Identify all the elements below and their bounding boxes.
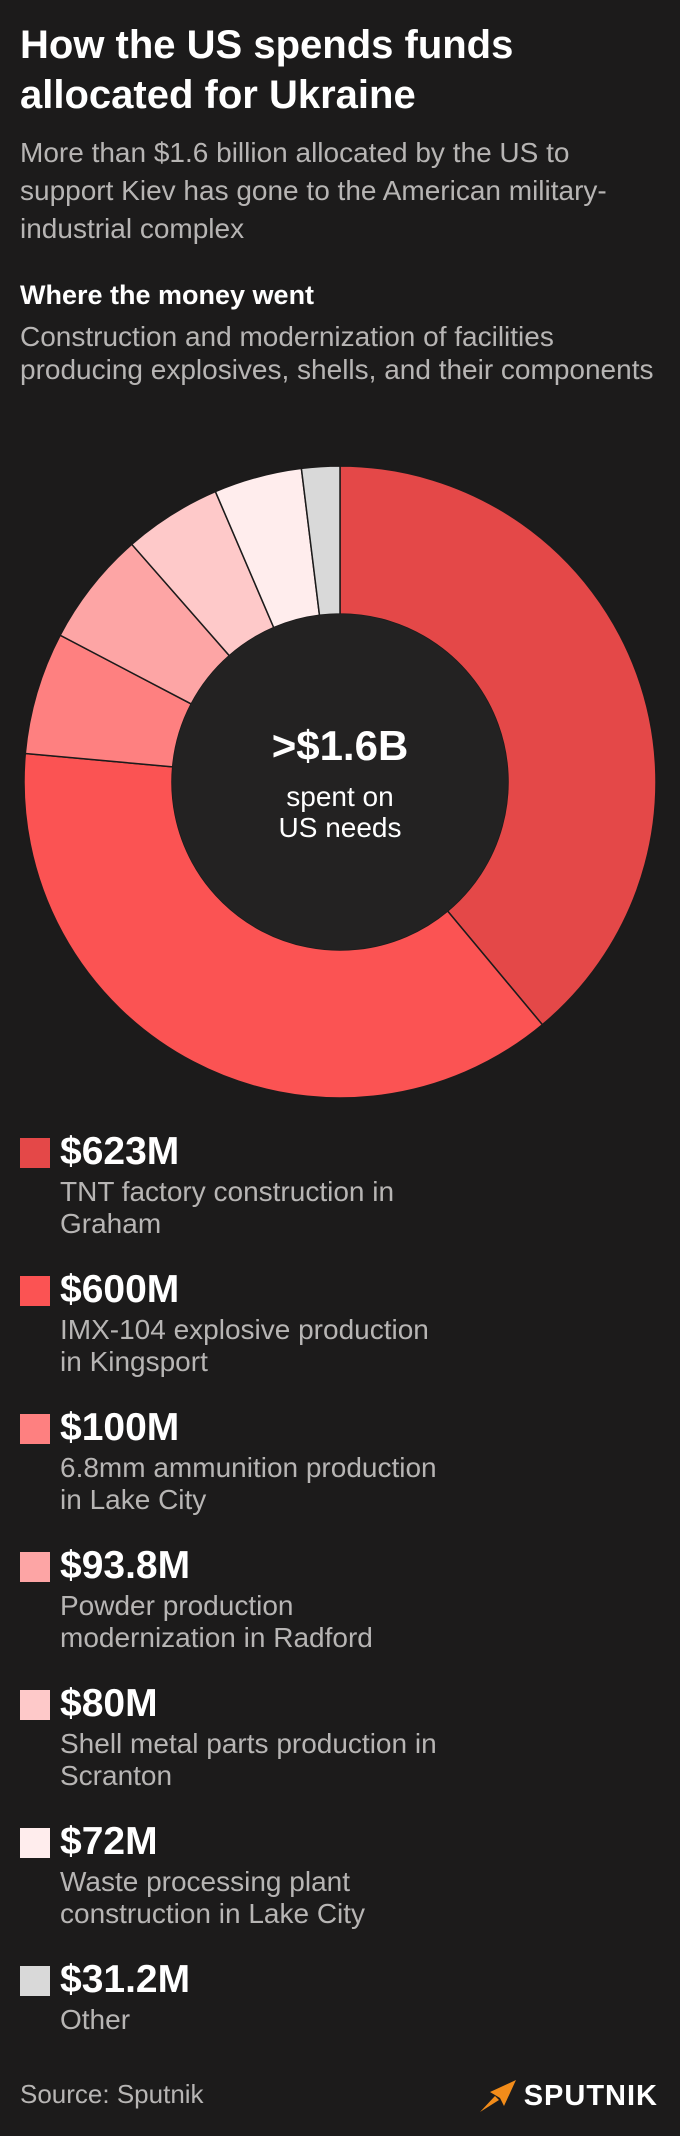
legend-item: $31.2M Other <box>20 1956 660 2036</box>
donut-chart: >$1.6B spent on US needs <box>23 465 657 1099</box>
brand-logo: SPUTNIK <box>478 2078 658 2114</box>
legend-value: $100M <box>60 1406 180 1449</box>
section-title: Where the money went <box>20 280 315 310</box>
donut-slices <box>23 465 657 1099</box>
legend-label: Powder production modernization in Radfo… <box>60 1590 373 1653</box>
section-description: Construction and modernization of facili… <box>20 321 654 385</box>
legend-swatch <box>20 1828 50 1858</box>
legend-swatch <box>20 1414 50 1444</box>
legend-value: $600M <box>60 1268 180 1311</box>
source-note: Source: Sputnik <box>20 2079 204 2109</box>
legend-label: TNT factory construction in Graham <box>60 1176 395 1239</box>
legend-value: $93.8M <box>60 1544 191 1587</box>
sputnik-logo-icon <box>479 2080 516 2112</box>
legend-item: $100M 6.8mm ammunition production in Lake… <box>20 1404 660 1516</box>
legend-swatch <box>20 1276 50 1306</box>
brand-name: SPUTNIK <box>523 2080 658 2112</box>
center-label-line-1: spent on <box>286 781 393 812</box>
donut-hole <box>172 614 508 950</box>
legend-swatch <box>20 1552 50 1582</box>
legend-swatch <box>20 1966 50 1996</box>
legend-label: Shell metal parts production in Scranton <box>60 1728 437 1791</box>
legend-value: $80M <box>60 1682 158 1725</box>
center-value: >$1.6B <box>272 722 409 769</box>
legend-item: $93.8M Powder production modernization in… <box>20 1542 660 1654</box>
legend-value: $31.2M <box>60 1958 191 2001</box>
page-title: How the US spends funds allocated for Uk… <box>20 23 514 117</box>
legend-label: Other <box>60 2004 131 2035</box>
legend: $623M TNT factory construction in Graham $… <box>20 1128 660 2036</box>
legend-value: $623M <box>60 1130 180 1173</box>
legend-label: Waste processing plant construction in L… <box>60 1866 366 1929</box>
legend-value: $72M <box>60 1820 158 1863</box>
legend-swatch <box>20 1138 50 1168</box>
legend-item: $80M Shell metal parts production in Scra… <box>20 1680 660 1792</box>
center-label-line-2: US needs <box>279 812 402 843</box>
legend-label: 6.8mm ammunition production in Lake City <box>60 1452 437 1515</box>
legend-label: IMX-104 explosive production in Kingspor… <box>60 1314 429 1377</box>
legend-swatch <box>20 1690 50 1720</box>
page-subtitle: More than $1.6 billion allocated by the … <box>20 137 607 244</box>
legend-item: $600M IMX-104 explosive production in Kin… <box>20 1266 660 1378</box>
legend-item: $72M Waste processing plant construction … <box>20 1818 660 1930</box>
legend-item: $623M TNT factory construction in Graham <box>20 1128 660 1240</box>
